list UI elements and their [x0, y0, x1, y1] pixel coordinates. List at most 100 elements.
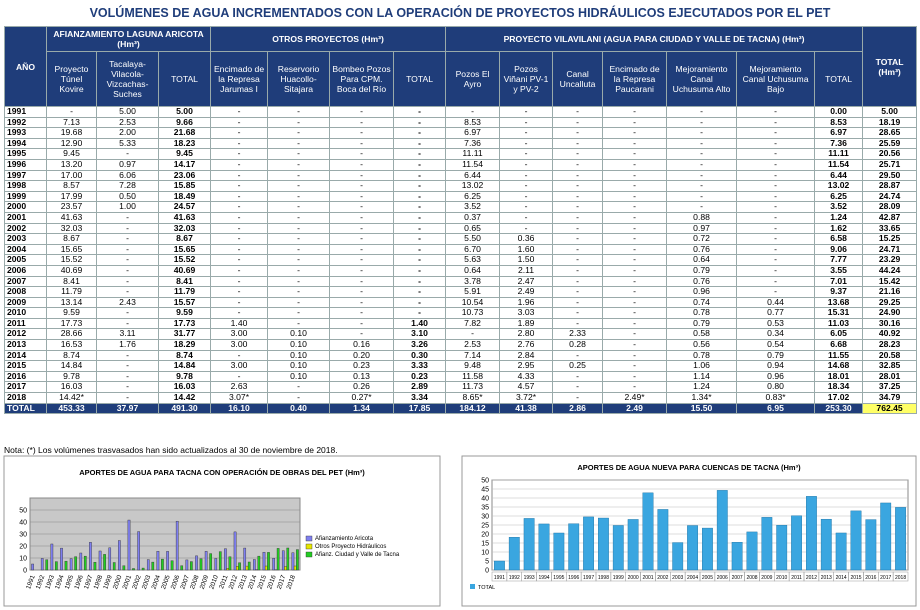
bar	[642, 492, 654, 571]
y-tick-label: 0	[23, 568, 27, 575]
cell: 3.33	[393, 360, 447, 372]
legend-swatch	[305, 543, 313, 550]
x-tick-label: 2010	[208, 574, 220, 590]
x-tick-label: 2016	[266, 574, 278, 590]
bar	[224, 548, 227, 571]
x-tick-label: 2002	[131, 574, 143, 590]
chart-title: APORTES DE AGUA PARA TACNA CON OPERACIÓN…	[79, 468, 365, 477]
bar	[583, 516, 594, 571]
column-header: TOTAL	[393, 51, 447, 107]
table-row: 2015 14.84-14.84 3.00 0.10 0.23 3.33 9.48 2.95 0…	[4, 360, 918, 372]
bar	[89, 542, 92, 571]
x-tick-label: 1995	[64, 574, 76, 590]
table-row: 2016 9.78-9.78-0.10 0.13 0.23 11.58 4.33- -1.1…	[4, 370, 918, 383]
bar	[731, 542, 743, 571]
cell: 9.78	[157, 370, 212, 383]
cell: 14.68	[814, 360, 864, 372]
bar	[296, 549, 299, 571]
cell: 28.01	[862, 370, 918, 383]
cell: 0.23	[393, 370, 447, 383]
bar	[209, 553, 212, 571]
bar	[233, 531, 237, 571]
x-tick-label: 2007	[179, 574, 191, 590]
cell: 2.89	[393, 381, 447, 394]
cell: 0.30	[393, 349, 447, 362]
bar	[612, 525, 624, 571]
bar	[98, 550, 102, 571]
cell: 3.34	[393, 392, 447, 404]
x-tick-label: 2003	[141, 574, 153, 590]
bar	[55, 561, 58, 571]
x-tick-label: 2012	[806, 575, 817, 581]
cell: 37.25	[862, 381, 918, 394]
y-tick-label: 10	[481, 550, 489, 557]
column-header: Pozos El Ayro	[445, 51, 501, 107]
bar	[672, 542, 684, 571]
bar	[199, 558, 203, 571]
y-tick-label: 40	[481, 496, 489, 503]
cell: 11.03	[814, 317, 864, 330]
x-tick-label: 2003	[672, 575, 683, 581]
bar	[508, 537, 520, 571]
header-row: AÑO AFIANZAMIENTO LAGUNA ARICOTA (Hm³) OTR…	[4, 26, 918, 107]
bar	[243, 547, 247, 571]
table-cell	[892, 571, 909, 582]
table-row: 2011 17.73-17.73 1.40- -1.40 7.82 1.89- -0.79 0…	[4, 317, 918, 330]
cell: 15.57	[157, 296, 212, 309]
cell: 34.79	[862, 392, 918, 404]
cell: 17.02	[814, 392, 864, 404]
column-header: Mejoramiento Canal Uchusuma Bajo	[736, 51, 816, 107]
cell: 24.90	[862, 307, 918, 319]
bar	[122, 565, 126, 571]
column-header: Canal Uncalluta	[552, 51, 604, 107]
bar	[218, 551, 222, 571]
x-tick-label: 1991	[494, 575, 505, 581]
bar	[627, 519, 639, 571]
x-tick-label: 2015	[257, 574, 269, 590]
bar	[245, 565, 249, 571]
bar	[276, 548, 280, 571]
x-tick-label: 2013	[237, 574, 249, 590]
bar	[267, 552, 270, 571]
column-header: TOTAL	[157, 51, 212, 107]
bar	[865, 519, 877, 571]
x-tick-label: 1996	[73, 574, 85, 590]
bar	[74, 556, 77, 571]
table-row: 2018 14.42* -14.42 3.07* -0.27* 3.34 8.65* 3.72…	[4, 392, 918, 404]
y-tick-label: 50	[481, 478, 489, 485]
bar	[247, 561, 251, 571]
x-tick-label: 2009	[761, 575, 772, 581]
bar	[69, 558, 73, 571]
bar	[137, 531, 140, 571]
x-tick-label: 2017	[880, 575, 891, 581]
x-tick-label: 2013	[821, 575, 832, 581]
bar	[31, 563, 34, 571]
y-tick-label: 20	[481, 532, 489, 539]
cell: 6.05	[814, 328, 864, 341]
bar	[235, 566, 239, 571]
cell: 15.31	[814, 307, 864, 319]
x-tick-label: 1999	[613, 575, 624, 581]
bar	[151, 561, 155, 571]
cell: 9.59	[157, 307, 212, 319]
cell: 18.01	[814, 370, 864, 383]
x-tick-label: 2018	[895, 575, 906, 581]
cell: 14.84	[157, 360, 212, 372]
group-header: OTROS PROYECTOS (Hm³)	[210, 26, 447, 52]
bar	[103, 554, 106, 571]
cell: 21.16	[862, 286, 918, 298]
cell: 3.26	[393, 339, 447, 351]
bar	[702, 527, 713, 571]
x-tick-label: 1993	[44, 574, 56, 590]
y-tick-label: 5	[485, 559, 489, 566]
bar	[835, 532, 847, 571]
x-tick-label: 1997	[83, 574, 95, 590]
legend-swatch	[470, 584, 475, 589]
bar	[228, 556, 232, 571]
cell: 3.55	[814, 264, 864, 277]
cell: 11.55	[814, 349, 864, 362]
column-header: Encimado de la Represa Jarumas I	[210, 51, 269, 107]
cell: 20.58	[862, 349, 918, 362]
x-tick-label: 2007	[732, 575, 743, 581]
